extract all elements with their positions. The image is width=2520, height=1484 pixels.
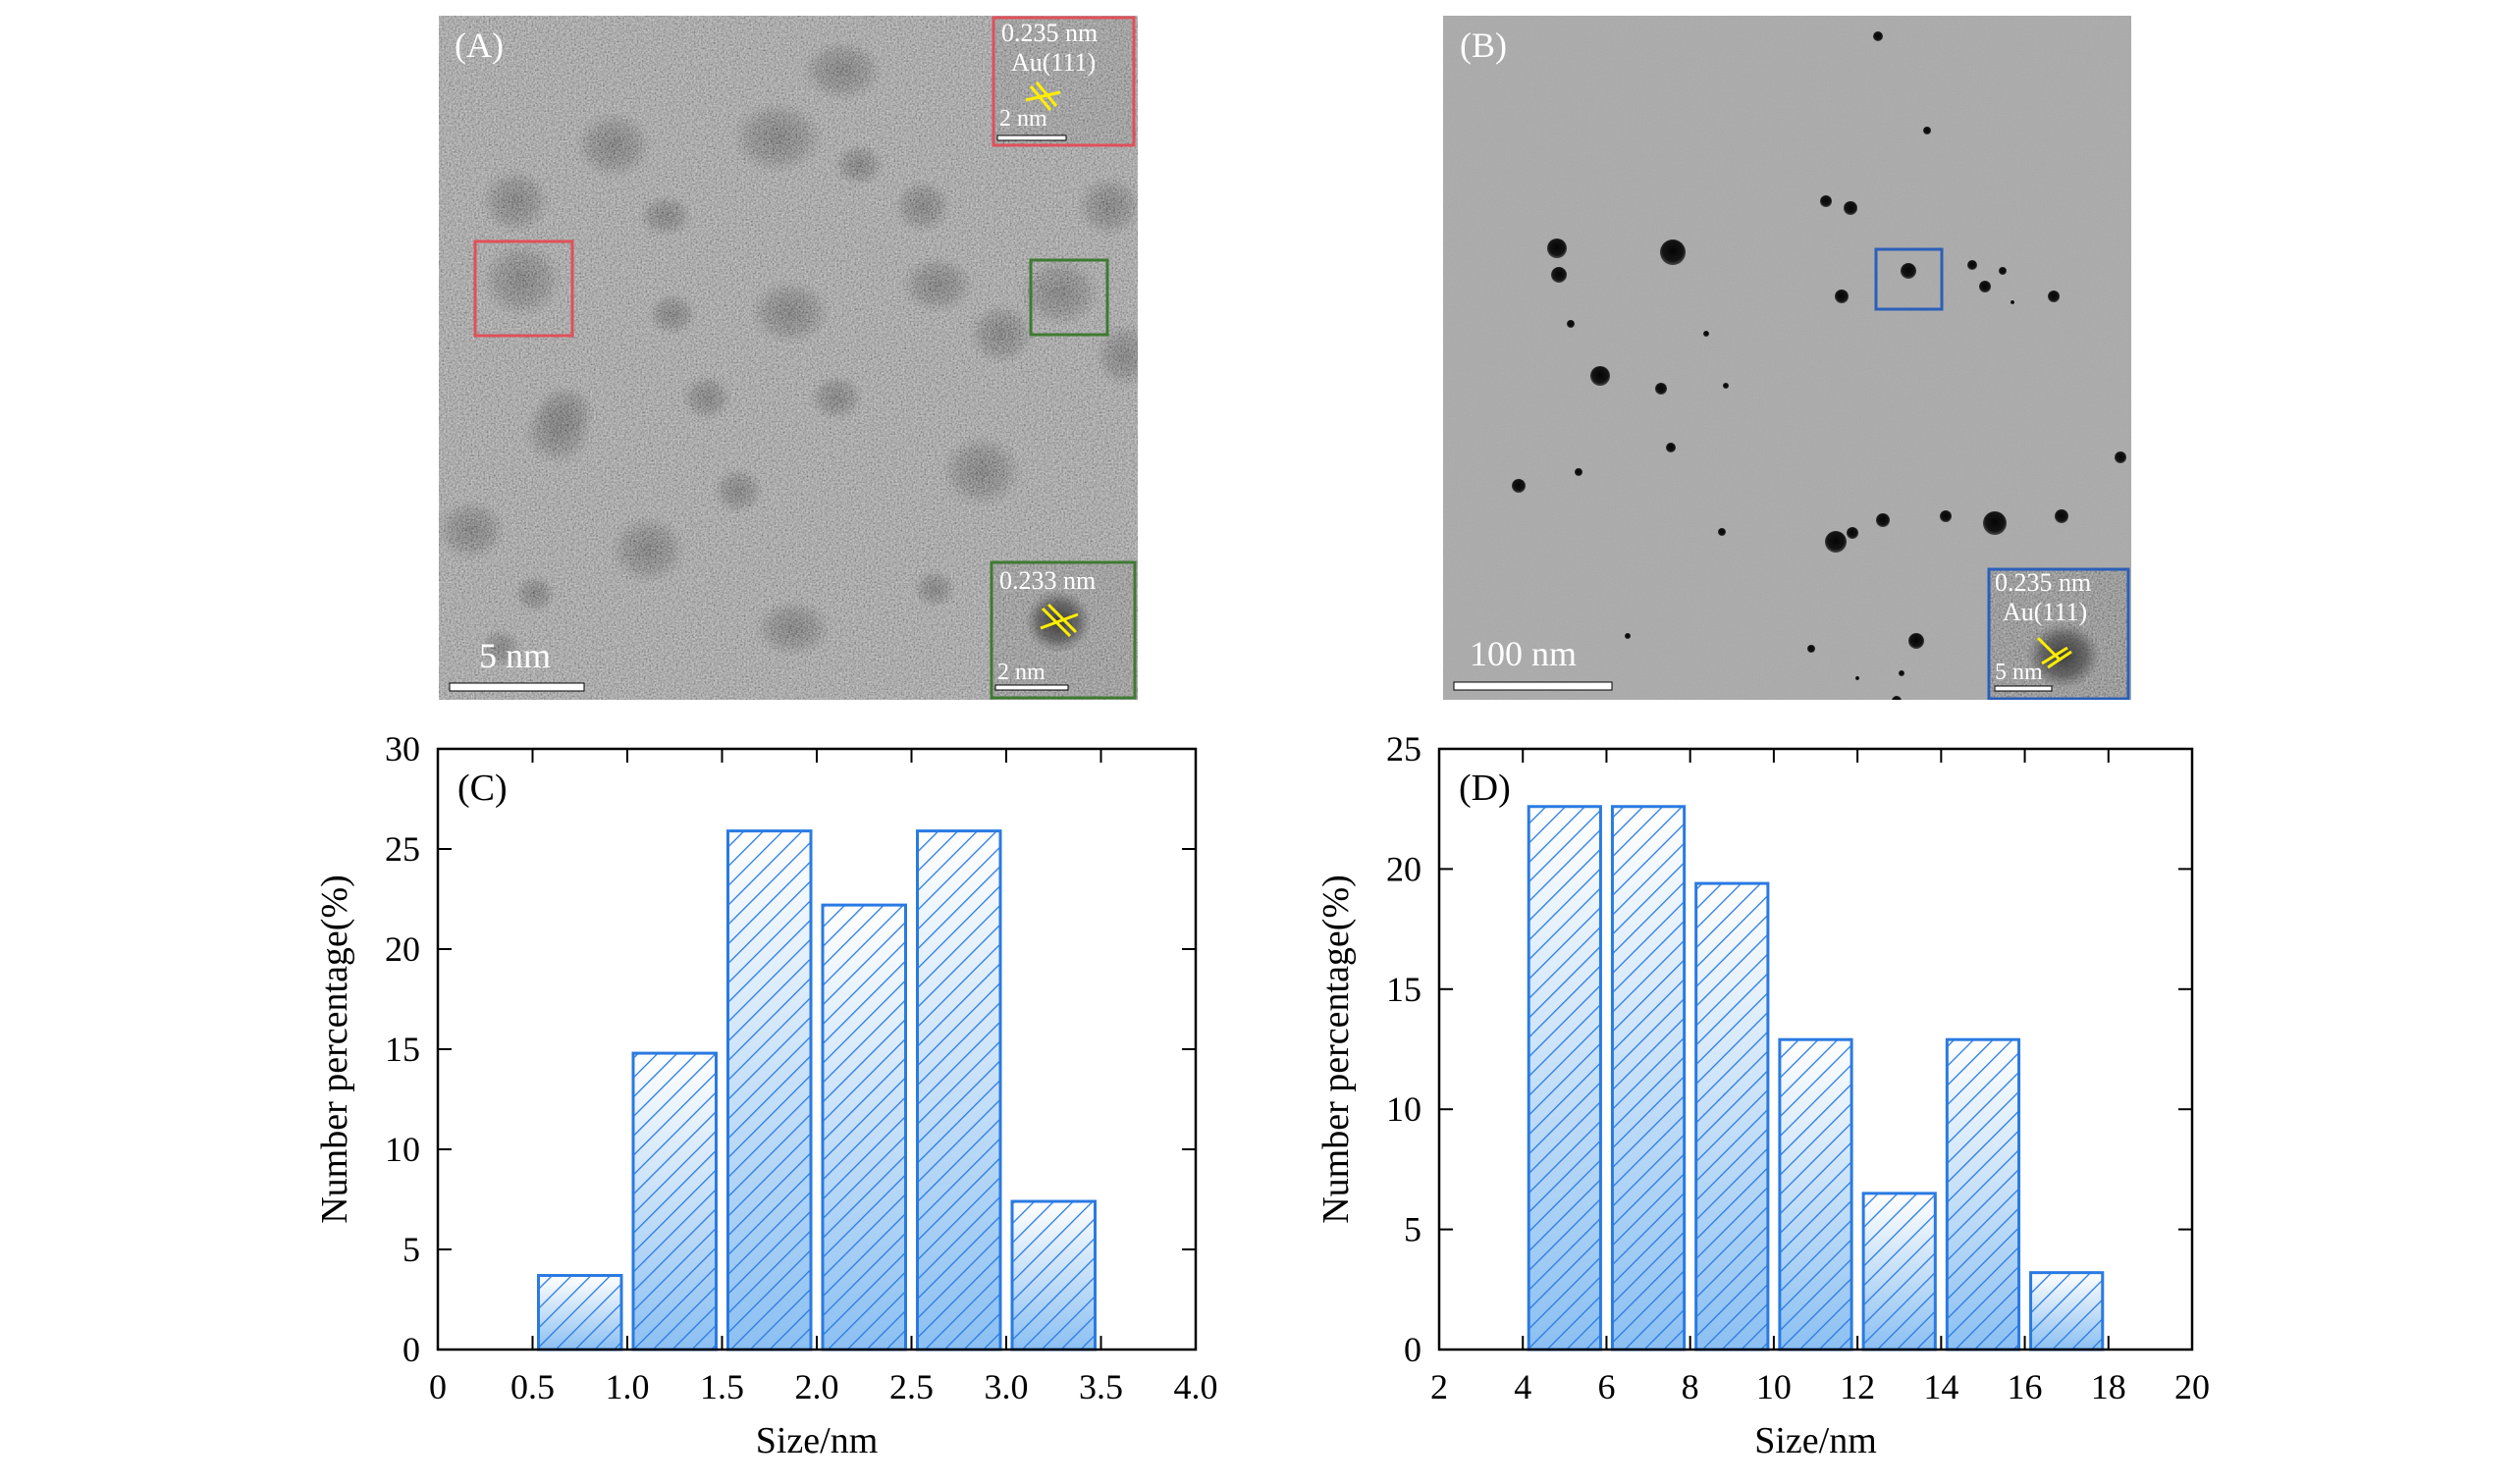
chart-c-y-tick-label: 25 xyxy=(385,829,420,869)
panel-a-inset-top-spacing: 0.235 nm xyxy=(1001,19,1098,47)
chart-d-x-tick-label: 2 xyxy=(1430,1367,1448,1406)
chart-c-x-tick-label: 3.5 xyxy=(1079,1367,1123,1406)
chart-d-y-tick-label: 10 xyxy=(1386,1089,1421,1129)
chart-c-x-tick-label: 3.0 xyxy=(985,1367,1029,1406)
panel-a-region-red-box xyxy=(473,239,574,338)
panel-b-label: (B) xyxy=(1460,26,1507,65)
chart-d-y-tick-label: 5 xyxy=(1404,1210,1421,1249)
chart-d-y-tick-label: 25 xyxy=(1386,729,1421,768)
panel-b-inset-scale-label: 5 nm xyxy=(1995,660,2043,685)
lattice-marker-icon xyxy=(2036,636,2072,669)
panel-b-inset-scale-bar xyxy=(1994,685,2053,692)
chart-c-y-tick-label: 0 xyxy=(402,1330,420,1369)
chart-d-bar xyxy=(1778,1037,1853,1352)
chart-c-y-label: Number percentage(%) xyxy=(314,874,355,1224)
chart-c-bar xyxy=(631,1051,718,1352)
panel-a-inset-top-plane: Au(111) xyxy=(1011,48,1096,77)
chart-c-y-tick-label: 30 xyxy=(385,729,420,768)
panel-a-label: (A) xyxy=(455,26,504,65)
chart-c-bar xyxy=(537,1274,623,1352)
chart-d-y-tick-label: 15 xyxy=(1386,970,1421,1009)
panel-a-inset-bottom xyxy=(990,560,1137,700)
panel-a-scale-bar xyxy=(449,682,585,692)
panel-a-inset-bottom-spacing: 0.233 nm xyxy=(999,566,1096,595)
chart-d-y-label: Number percentage(%) xyxy=(1315,874,1357,1224)
chart-d-x-tick-label: 10 xyxy=(1756,1367,1792,1406)
chart-c-y-tick-label: 15 xyxy=(385,1030,420,1069)
chart-c-bar xyxy=(916,829,1002,1352)
chart-c-x-tick-label: 0 xyxy=(429,1367,447,1406)
panel-a-scale-bar-label: 5 nm xyxy=(479,636,551,675)
panel-a-inset-top-scale-bar xyxy=(996,134,1067,141)
panel-b-region-blue-box xyxy=(1874,247,1944,311)
chart-c-y-tick-label: 10 xyxy=(385,1130,420,1169)
chart-c-x-tick-label: 1.0 xyxy=(606,1367,650,1406)
chart-d-y-tick-label: 20 xyxy=(1386,849,1421,888)
chart-d-y-tick-label: 0 xyxy=(1404,1330,1421,1369)
chart-c-x-tick-label: 2.0 xyxy=(795,1367,839,1406)
chart-d-x-tick-label: 4 xyxy=(1514,1367,1531,1406)
panel-b-inset-spacing: 0.235 nm xyxy=(1995,568,2091,597)
chart-d-x-tick-label: 14 xyxy=(1923,1367,1958,1406)
panel-a-inset-top xyxy=(992,16,1136,147)
panel-b-scale-bar-label: 100 nm xyxy=(1470,634,1577,673)
lattice-marker-icon xyxy=(1025,81,1061,111)
chart-c-bar xyxy=(726,829,813,1352)
panel-b-scale-bar xyxy=(1453,681,1613,691)
chart-d-bar xyxy=(1945,1037,2021,1352)
chart-d-bar xyxy=(2029,1271,2105,1352)
chart-d: 2 4 6 8 10 12 14 16 18 20 0 5 10 15 20 25 (D) Size/nm Numb… xyxy=(1315,729,2210,1461)
chart-d-x-tick-label: 12 xyxy=(1840,1367,1875,1406)
chart-c: 0 0.5 1.0 1.5 2.0 2.5 3.0 3.5 4.0 0 5 10 15 20 25 30 (C)… xyxy=(314,729,1218,1461)
chart-d-x-tick-label: 8 xyxy=(1682,1367,1699,1406)
chart-c-bar xyxy=(1010,1199,1097,1352)
chart-c-x-label: Size/nm xyxy=(756,1420,879,1461)
panel-b-particles xyxy=(1512,31,2126,700)
panel-a-inset-top-scale-label: 2 nm xyxy=(999,106,1047,132)
chart-d-x-tick-label: 20 xyxy=(2174,1367,2210,1406)
chart-d-panel-label: (D) xyxy=(1459,768,1511,809)
panel-b-inset-plane: Au(111) xyxy=(2003,598,2087,626)
panel-a-region-green-box xyxy=(1029,258,1109,337)
chart-d-bar xyxy=(1861,1192,1937,1352)
chart-c-x-tick-label: 1.5 xyxy=(700,1367,744,1406)
panel-a-inset-bottom-scale-label: 2 nm xyxy=(997,660,1046,685)
chart-d-frame xyxy=(1437,747,2194,1352)
chart-d-bar xyxy=(1527,805,1602,1352)
panel-b-micrograph xyxy=(1443,16,2131,700)
chart-d-bar xyxy=(1610,805,1687,1352)
chart-c-x-tick-label: 4.0 xyxy=(1174,1367,1218,1406)
panel-a-inset-bottom-scale-bar xyxy=(994,684,1069,691)
panel-a-micrograph xyxy=(439,16,1138,700)
chart-d-x-tick-label: 16 xyxy=(2008,1367,2043,1406)
chart-c-panel-label: (C) xyxy=(457,768,508,809)
chart-d-x-tick-label: 6 xyxy=(1597,1367,1615,1406)
chart-d-bar xyxy=(1694,881,1770,1352)
chart-c-y-tick-label: 20 xyxy=(385,929,420,969)
chart-c-bar xyxy=(821,903,907,1352)
chart-c-x-tick-label: 2.5 xyxy=(889,1367,934,1406)
chart-d-x-label: Size/nm xyxy=(1754,1420,1877,1461)
panel-b-inset xyxy=(1987,567,2130,700)
lattice-marker-icon xyxy=(1040,603,1079,638)
chart-d-x-tick-label: 18 xyxy=(2091,1367,2126,1406)
chart-c-x-tick-label: 0.5 xyxy=(510,1367,555,1406)
chart-c-y-tick-label: 5 xyxy=(402,1230,420,1269)
